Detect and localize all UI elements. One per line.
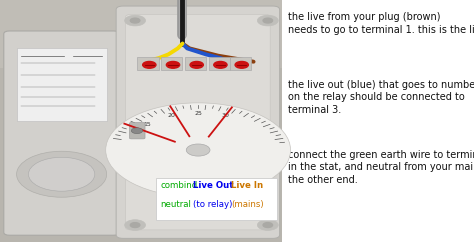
Text: neutral: neutral [160, 200, 191, 209]
Circle shape [166, 61, 180, 68]
Text: 15: 15 [143, 121, 151, 127]
Bar [0, 0, 282, 68]
Circle shape [106, 103, 291, 197]
FancyBboxPatch shape [116, 6, 280, 238]
Circle shape [214, 61, 227, 68]
Text: 30: 30 [221, 113, 229, 118]
Bar [156, 178, 277, 220]
Text: 20: 20 [167, 113, 175, 118]
Text: connect the green earth wire to terminal 2
in the stat, and neutral from your ma: connect the green earth wire to terminal… [288, 150, 474, 185]
Bar [282, 0, 474, 242]
Circle shape [186, 144, 210, 156]
Text: Live Out: Live Out [193, 181, 234, 190]
Circle shape [143, 61, 156, 68]
Bar [137, 57, 159, 70]
Text: combind: combind [160, 181, 198, 190]
Bar [209, 57, 230, 70]
Text: 25: 25 [194, 111, 202, 116]
FancyBboxPatch shape [126, 15, 270, 230]
Text: (mains): (mains) [231, 200, 264, 209]
Circle shape [257, 15, 278, 26]
Text: the live from your plug (brown)
needs to go to terminal 1. this is the live in.: the live from your plug (brown) needs to… [288, 12, 474, 35]
Circle shape [263, 223, 273, 227]
Bar [0, 0, 282, 242]
Circle shape [17, 151, 107, 197]
Circle shape [125, 220, 146, 230]
Circle shape [131, 128, 143, 134]
Circle shape [235, 61, 248, 68]
Text: the live out (blue) that goes to number 13
on the relay should be connected to
t: the live out (blue) that goes to number … [288, 80, 474, 115]
Bar [17, 48, 107, 121]
Circle shape [125, 15, 146, 26]
Circle shape [130, 18, 140, 23]
Circle shape [257, 220, 278, 230]
Circle shape [130, 223, 140, 227]
FancyBboxPatch shape [129, 122, 145, 139]
Circle shape [28, 157, 95, 191]
Bar [230, 57, 251, 70]
Bar [161, 57, 182, 70]
Circle shape [263, 18, 273, 23]
Text: (to relay): (to relay) [193, 200, 233, 209]
FancyBboxPatch shape [4, 31, 119, 235]
Circle shape [190, 61, 203, 68]
Text: Live In: Live In [231, 181, 264, 190]
Bar [185, 57, 206, 70]
